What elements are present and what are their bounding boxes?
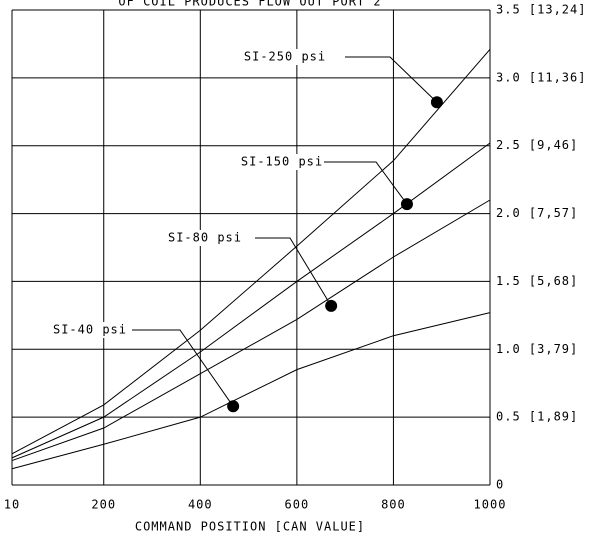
y-tick-label: 3.0 [11,36] (496, 70, 586, 84)
leader-line (130, 329, 234, 407)
y-tick-label: 0.5 [1,89] (496, 410, 578, 424)
label-bg (163, 230, 247, 246)
curve-label: SI-150 psi (241, 155, 323, 169)
y-tick-label: 2.5 [9,46] (496, 138, 578, 152)
x-tick-label: 200 (91, 498, 116, 512)
x-tick-label: 600 (285, 498, 310, 512)
label-bg (240, 154, 324, 170)
curve (11, 142, 491, 459)
curve (11, 49, 491, 455)
leader-line (322, 161, 408, 205)
y-tick-label: 1.0 [3,79] (496, 342, 578, 356)
y-tick-label: 2.0 [7,57] (496, 206, 578, 220)
curve-label: SI-80 psi (168, 231, 242, 245)
y-tick-label: 1.5 [5,68] (496, 274, 578, 288)
label-bg (48, 322, 132, 338)
y-tick-label: 0 (496, 478, 504, 492)
x-tick-label: 800 (381, 498, 406, 512)
curve-label: SI-40 psi (53, 323, 127, 337)
leader-line (345, 56, 438, 103)
label-bg (243, 49, 327, 65)
x-tick-label: 400 (188, 498, 213, 512)
x-axis-title: COMMAND POSITION [CAN VALUE] (135, 520, 365, 534)
marker-dot (430, 96, 443, 109)
x-tick-label: 10 (4, 498, 20, 512)
chart-title: OF COIL PRODUCES FLOW OUT PORT 2 (118, 0, 381, 9)
x-tick-label: 1000 (474, 498, 507, 512)
curve (11, 312, 491, 470)
marker-dot (400, 198, 413, 211)
curve (11, 199, 491, 462)
leader-line (255, 237, 332, 307)
curve-label: SI-250 psi (244, 50, 326, 64)
y-tick-label: 3.5 [13,24] (496, 3, 586, 17)
marker-dot (227, 400, 240, 413)
marker-dot (325, 299, 338, 312)
